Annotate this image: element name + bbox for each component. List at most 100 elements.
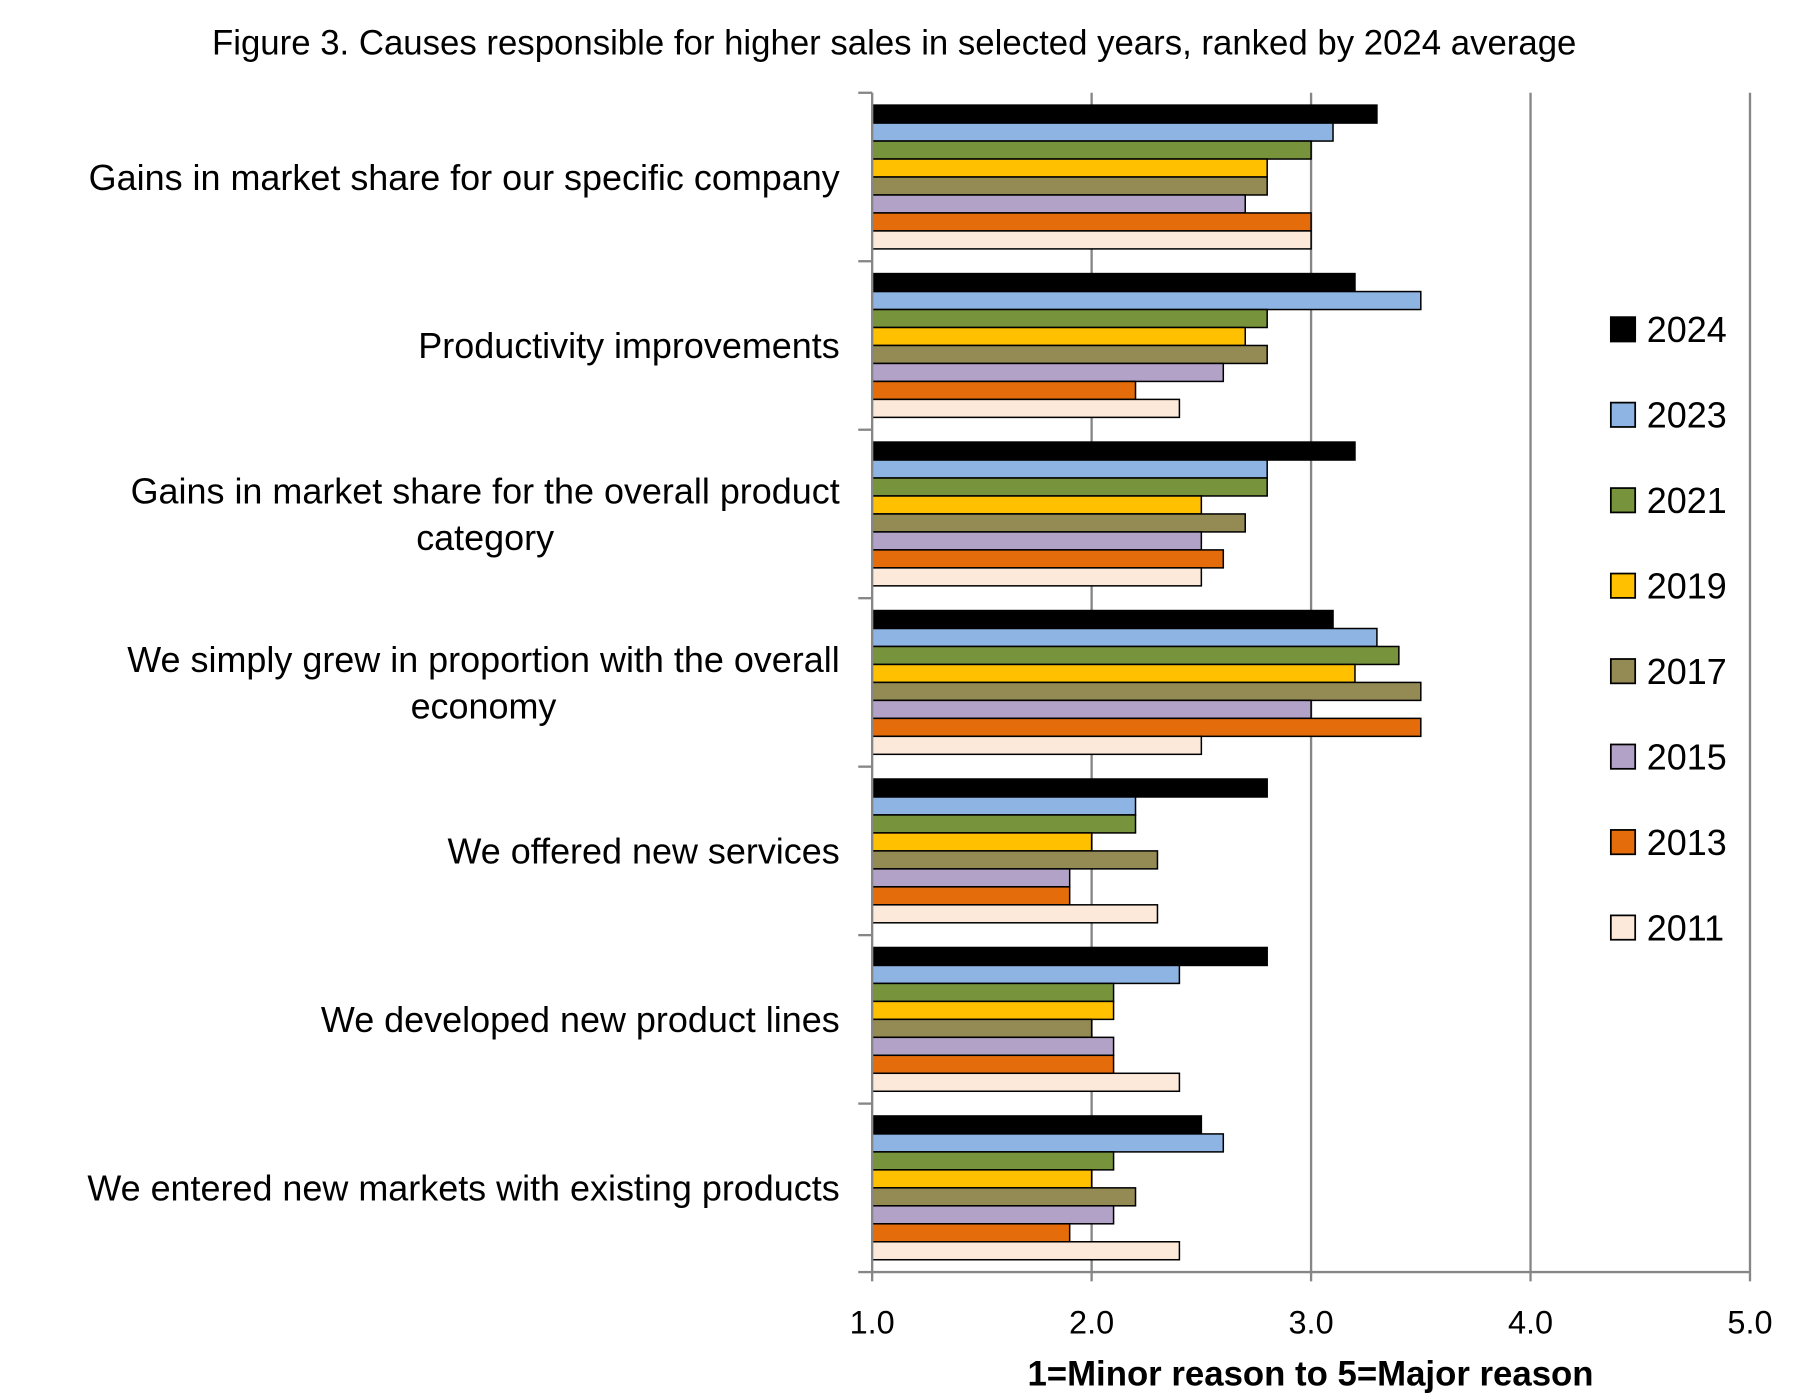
bar-2023-row-7 <box>871 1133 1225 1153</box>
bar-2024-row-5 <box>871 778 1268 798</box>
legend-item-2023: 2023 <box>1609 395 1727 436</box>
bar-2011-row-2 <box>871 398 1181 419</box>
legend-swatch <box>1609 658 1637 685</box>
legend-label: 2013 <box>1647 822 1727 863</box>
bar-2013-row-3 <box>871 549 1225 569</box>
bar-2011-row-4 <box>871 735 1203 756</box>
bar-2021-row-3 <box>871 477 1268 497</box>
legend-item-2024: 2024 <box>1609 309 1727 350</box>
category-labels: Gains in market share for our specific c… <box>87 157 839 1209</box>
bar-2011-row-6 <box>871 1072 1181 1093</box>
bar-2017-row-2 <box>871 344 1268 365</box>
legend-swatch <box>1609 401 1637 428</box>
category-label: We offered new services <box>448 831 840 872</box>
legend-label: 2019 <box>1647 565 1727 606</box>
bar-2015-row-4 <box>871 699 1312 720</box>
bar-2013-row-5 <box>871 886 1071 906</box>
legend-swatch <box>1609 914 1637 941</box>
legend-label: 2024 <box>1647 309 1727 350</box>
bar-2011-row-1 <box>871 230 1312 250</box>
legend-item-2021: 2021 <box>1609 480 1727 521</box>
x-tick-label: 2.0 <box>1069 1305 1114 1341</box>
bar-2017-row-5 <box>871 850 1159 870</box>
legend-label: 2021 <box>1647 480 1727 521</box>
bars <box>871 104 1422 1261</box>
bar-2019-row-6 <box>871 1000 1115 1021</box>
bar-2021-row-6 <box>871 982 1115 1003</box>
legend-label: 2011 <box>1647 907 1724 948</box>
legend-item-2011: 2011 <box>1609 907 1724 948</box>
bar-2015-row-1 <box>871 194 1246 214</box>
x-tick-label: 3.0 <box>1289 1305 1334 1341</box>
legend-item-2019: 2019 <box>1609 565 1727 606</box>
bar-2015-row-2 <box>871 362 1225 383</box>
bar-2015-row-6 <box>871 1036 1115 1057</box>
bar-2023-row-2 <box>871 290 1422 311</box>
bar-2019-row-1 <box>871 158 1268 178</box>
bar-2024-row-7 <box>871 1115 1203 1135</box>
x-tick-label: 4.0 <box>1508 1305 1553 1341</box>
bar-2015-row-7 <box>871 1205 1115 1225</box>
category-label: Gains in market share for the overall pr… <box>131 471 840 558</box>
bar-2017-row-4 <box>871 681 1422 702</box>
category-label: We entered new markets with existing pro… <box>87 1168 839 1209</box>
bar-2017-row-3 <box>871 513 1246 533</box>
legend-swatch <box>1609 829 1637 856</box>
legend-swatch <box>1609 572 1637 599</box>
bar-2024-row-6 <box>871 946 1268 967</box>
legend-item-2015: 2015 <box>1609 736 1727 777</box>
bar-2021-row-7 <box>871 1151 1115 1171</box>
bar-2024-row-4 <box>871 609 1334 630</box>
legend-swatch <box>1609 316 1637 343</box>
bar-2019-row-2 <box>871 326 1246 347</box>
bar-2023-row-1 <box>871 122 1334 142</box>
bar-2013-row-7 <box>871 1223 1071 1243</box>
bar-2023-row-4 <box>871 627 1378 648</box>
legend-item-2017: 2017 <box>1609 651 1727 692</box>
bar-2019-row-3 <box>871 495 1203 515</box>
bar-2021-row-4 <box>871 645 1400 666</box>
bar-2015-row-5 <box>871 868 1071 888</box>
chart-title: Figure 3. Causes responsible for higher … <box>212 25 1576 63</box>
bar-2011-row-3 <box>871 567 1203 587</box>
category-label: Productivity improvements <box>418 325 839 366</box>
bar-2019-row-4 <box>871 663 1356 684</box>
legend-label: 2015 <box>1647 736 1727 777</box>
x-tick-label: 1.0 <box>850 1305 895 1341</box>
legend-swatch <box>1609 487 1637 514</box>
bar-2013-row-4 <box>871 717 1422 738</box>
bar-2015-row-3 <box>871 531 1203 551</box>
legend-label: 2023 <box>1647 395 1727 436</box>
axes <box>858 91 1752 1282</box>
bar-2019-row-7 <box>871 1169 1093 1189</box>
legend-swatch <box>1609 743 1637 770</box>
bar-2023-row-3 <box>871 459 1268 479</box>
bar-2024-row-2 <box>871 272 1356 293</box>
bar-2017-row-7 <box>871 1187 1137 1207</box>
bar-2013-row-6 <box>871 1054 1115 1075</box>
bar-2013-row-1 <box>871 212 1312 232</box>
legend-item-2013: 2013 <box>1609 822 1727 863</box>
bar-2019-row-5 <box>871 832 1093 852</box>
legend: 2024 2023 2021 2019 2017 2015 2013 2011 <box>1609 309 1727 948</box>
category-label: Gains in market share for our specific c… <box>89 157 840 198</box>
bar-2017-row-1 <box>871 176 1268 196</box>
bar-2024-row-3 <box>871 441 1356 461</box>
bar-2011-row-7 <box>871 1241 1181 1261</box>
x-tick-label: 5.0 <box>1727 1305 1772 1341</box>
bar-2017-row-6 <box>871 1018 1093 1039</box>
category-label: We developed new product lines <box>321 999 840 1040</box>
bar-2021-row-2 <box>871 308 1268 329</box>
x-tick-labels: 1.0 2.0 3.0 4.0 5.0 <box>850 1305 1773 1341</box>
bar-2024-row-1 <box>871 104 1378 124</box>
legend-label: 2017 <box>1647 651 1727 692</box>
bar-2023-row-5 <box>871 796 1137 816</box>
bar-2011-row-5 <box>871 904 1159 924</box>
x-axis-title: 1=Minor reason to 5=Major reason <box>1027 1356 1593 1394</box>
category-label: We simply grew in proportion with the ov… <box>127 639 839 726</box>
bar-2013-row-2 <box>871 380 1137 401</box>
bar-2023-row-6 <box>871 964 1181 985</box>
bar-2021-row-1 <box>871 140 1312 160</box>
bar-2021-row-5 <box>871 814 1137 834</box>
